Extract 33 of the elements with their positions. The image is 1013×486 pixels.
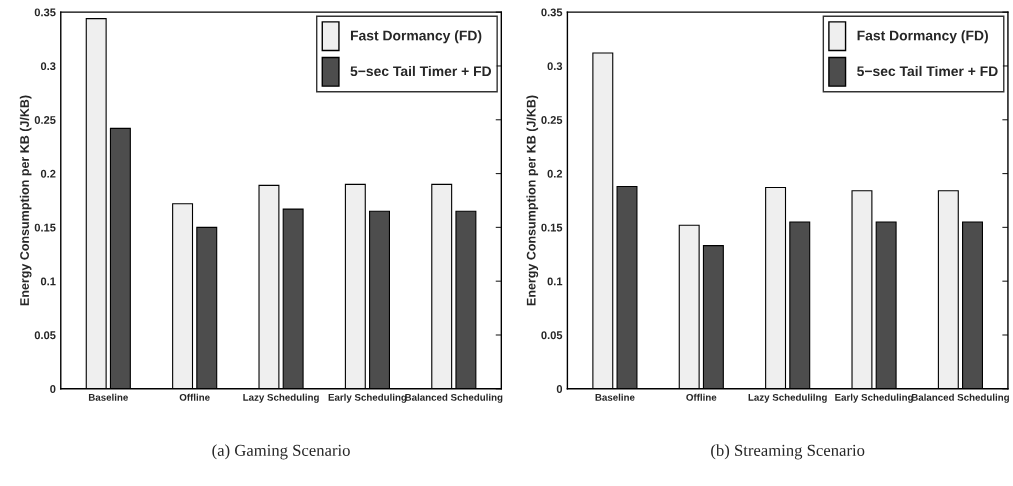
y-tick-label: 0.3 (547, 62, 563, 71)
legend-label: Fast Dormancy (FD) (857, 30, 988, 44)
y-tick-label: 0.3 (40, 62, 56, 71)
x-tick-label: Lazy Schedulilng (748, 393, 827, 403)
y-tick-label: 0.15 (34, 223, 56, 232)
y-tick-label: 0 (556, 385, 563, 393)
legend-label: Fast Dormancy (FD) (350, 30, 482, 44)
y-axis-title: Energy Consumption per KB (J/KB) (19, 95, 32, 306)
x-tick-label: Early Scheduling (328, 393, 407, 403)
x-tick-label: Early Scheduling (835, 393, 913, 403)
y-tick-label: 0.2 (40, 169, 56, 178)
y-tick-label: 0.35 (541, 8, 563, 17)
x-tick-label: Baseline (595, 393, 635, 401)
y-tick-label: 0.1 (547, 277, 563, 286)
y-tick-label: 0.35 (34, 8, 56, 17)
y-axis-title: Energy Consumption per KB (J/KB) (526, 95, 539, 306)
y-tick-label: 0.25 (541, 116, 563, 124)
y-tick-label: 0.05 (541, 331, 563, 340)
y-tick-label: 0.15 (541, 223, 563, 232)
y-tick-label: 0.25 (34, 116, 56, 124)
x-tick-label: Balanced Scheduling (405, 393, 503, 403)
y-tick-label: 0.1 (40, 277, 56, 286)
y-tick-label: 0 (50, 385, 56, 393)
y-tick-label: 0.05 (34, 331, 56, 340)
text: (a) Gaming Scenario (212, 444, 350, 460)
x-tick-label: Baseline (88, 393, 128, 401)
x-tick-label: Offline (686, 393, 717, 401)
legend-label: 5−sec Tail Timer + FD (857, 65, 998, 77)
text: (b) Streaming Scenario (711, 444, 865, 460)
legend-label: 5−sec Tail Timer + FD (350, 65, 492, 77)
x-tick-label: Offline (179, 393, 210, 401)
y-tick-label: 0.2 (547, 169, 563, 178)
x-tick-label: Lazy Scheduling (243, 393, 319, 403)
